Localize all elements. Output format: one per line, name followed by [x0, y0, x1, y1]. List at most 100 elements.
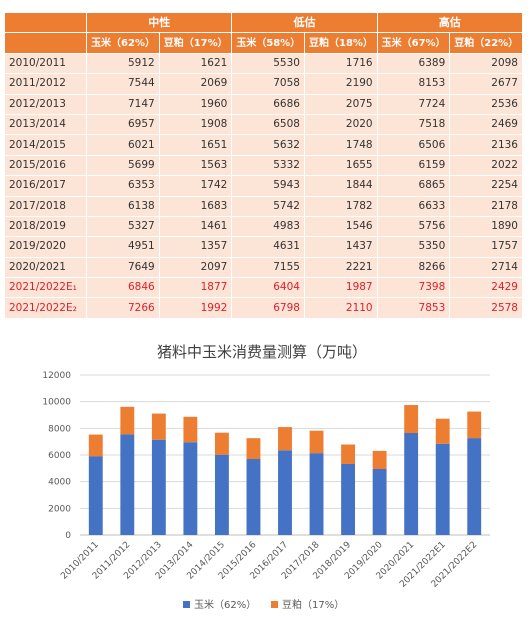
- year-cell: 2016/2017: [5, 176, 88, 197]
- sub-header-cell: 玉米（67%）: [377, 33, 451, 54]
- y-tick-label: 0: [65, 531, 71, 541]
- bar-corn: [467, 438, 482, 535]
- value-cell: 7724: [377, 94, 451, 115]
- value-cell: 5742: [232, 196, 305, 217]
- table-sub-corner-cell: [5, 33, 88, 54]
- value-cell: 1716: [304, 53, 378, 75]
- value-cell: 6138: [87, 196, 160, 217]
- bar-corn: [183, 442, 198, 535]
- value-cell: 7649: [87, 257, 160, 279]
- year-cell: 2021/2022E₁: [5, 278, 88, 299]
- value-cell: 1461: [159, 216, 233, 238]
- value-cell: 7058: [232, 74, 305, 95]
- year-cell: 2019/2020: [5, 237, 88, 258]
- table-row: 2020/2021 7649 2097 7155 2221 8266 2714: [5, 257, 523, 279]
- value-cell: 5332: [232, 155, 305, 177]
- value-cell: 5327: [87, 216, 160, 238]
- bar-soymeal: [214, 432, 229, 455]
- bar-soymeal: [309, 430, 324, 454]
- value-cell: 7518: [377, 114, 451, 136]
- year-cell: 2018/2019: [5, 216, 88, 238]
- consumption-table: 中性 低估 高估 玉米（62%） 豆粕（17%） 玉米（58%） 豆粕（18%）…: [5, 13, 523, 319]
- value-cell: 5756: [377, 216, 451, 238]
- table-body: 2010/2011 5912 1621 5530 1716 6389 2098 2011/20…: [5, 53, 523, 319]
- value-cell: 2098: [450, 53, 523, 75]
- value-cell: 6389: [377, 53, 451, 75]
- bar-corn: [404, 433, 419, 535]
- table-row: 2015/2016 5699 1563 5332 1655 6159 2022: [5, 155, 523, 177]
- sub-header-cell: 豆粕（17%）: [159, 33, 233, 54]
- table-row: 2021/2022E₁ 6846 1877 6404 1987 7398 2429: [5, 278, 523, 299]
- legend: 玉米（62%） 豆粕（17%）: [183, 598, 344, 611]
- y-tick-label: 4000: [48, 478, 71, 488]
- bar-corn: [214, 454, 229, 535]
- value-cell: 6633: [377, 196, 451, 217]
- value-cell: 2075: [304, 94, 378, 115]
- value-cell: 2022: [450, 155, 523, 177]
- bar-soymeal: [88, 434, 103, 457]
- value-cell: 7853: [377, 298, 451, 319]
- legend-swatch-corn: [183, 601, 190, 608]
- value-cell: 1782: [304, 196, 378, 217]
- value-cell: 1748: [304, 135, 378, 156]
- value-cell: 6846: [87, 278, 160, 299]
- data-table-container: 中性 低估 高估 玉米（62%） 豆粕（17%） 玉米（58%） 豆粕（18%）…: [5, 13, 523, 319]
- value-cell: 5943: [232, 176, 305, 197]
- x-axis-ticks: 2010/20112011/20122012/20132013/20142014…: [59, 540, 479, 590]
- value-cell: 1742: [159, 176, 233, 197]
- value-cell: 1960: [159, 94, 233, 115]
- y-tick-label: 2000: [48, 504, 71, 514]
- year-cell: 2021/2022E₂: [5, 298, 88, 319]
- bar-soymeal: [467, 411, 482, 439]
- value-cell: 7266: [87, 298, 160, 319]
- value-cell: 2677: [450, 74, 523, 95]
- value-cell: 1563: [159, 155, 233, 177]
- value-cell: 4951: [87, 237, 160, 258]
- group-header-high: 高估: [377, 13, 523, 34]
- value-cell: 2536: [450, 94, 523, 115]
- bar-corn: [372, 468, 387, 535]
- value-cell: 2097: [159, 257, 233, 279]
- value-cell: 2578: [450, 298, 523, 319]
- bar-corn: [120, 434, 135, 535]
- value-cell: 2069: [159, 74, 233, 95]
- year-cell: 2010/2011: [5, 53, 88, 75]
- y-axis-ticks: 0 2000 4000 6000 8000 10000 12000: [42, 371, 71, 541]
- value-cell: 2254: [450, 176, 523, 197]
- y-tick-label: 10000: [42, 398, 71, 408]
- value-cell: 6506: [377, 135, 451, 156]
- value-cell: 2469: [450, 114, 523, 136]
- value-cell: 6865: [377, 176, 451, 197]
- value-cell: 2429: [450, 278, 523, 299]
- value-cell: 1437: [304, 237, 378, 258]
- value-cell: 2190: [304, 74, 378, 95]
- group-header-low: 低估: [232, 13, 378, 34]
- bar-soymeal: [183, 416, 198, 443]
- legend-swatch-soymeal: [271, 601, 278, 608]
- value-cell: 1992: [159, 298, 233, 319]
- y-tick-label: 6000: [48, 451, 71, 461]
- table-row: 2014/2015 6021 1651 5632 1748 6506 2136: [5, 135, 523, 156]
- year-cell: 2017/2018: [5, 196, 88, 217]
- bar-corn: [88, 456, 103, 535]
- year-cell: 2014/2015: [5, 135, 88, 156]
- bar-soymeal: [372, 450, 387, 469]
- value-cell: 1908: [159, 114, 233, 136]
- bar-soymeal: [246, 438, 261, 460]
- value-cell: 5350: [377, 237, 451, 258]
- value-cell: 7398: [377, 278, 451, 299]
- bar-soymeal: [120, 406, 135, 435]
- value-cell: 2714: [450, 257, 523, 279]
- value-cell: 7544: [87, 74, 160, 95]
- year-cell: 2020/2021: [5, 257, 88, 279]
- bar-corn: [341, 463, 356, 535]
- table-row: 2019/2020 4951 1357 4631 1437 5350 1757: [5, 237, 523, 258]
- value-cell: 6159: [377, 155, 451, 177]
- bar-corn: [278, 450, 292, 535]
- value-cell: 8153: [377, 74, 451, 95]
- value-cell: 6957: [87, 114, 160, 136]
- bar-corn: [309, 453, 324, 535]
- year-cell: 2015/2016: [5, 155, 88, 177]
- value-cell: 2110: [304, 298, 378, 319]
- table-sub-header-row: 玉米（62%） 豆粕（17%） 玉米（58%） 豆粕（18%） 玉米（67%） …: [5, 33, 523, 54]
